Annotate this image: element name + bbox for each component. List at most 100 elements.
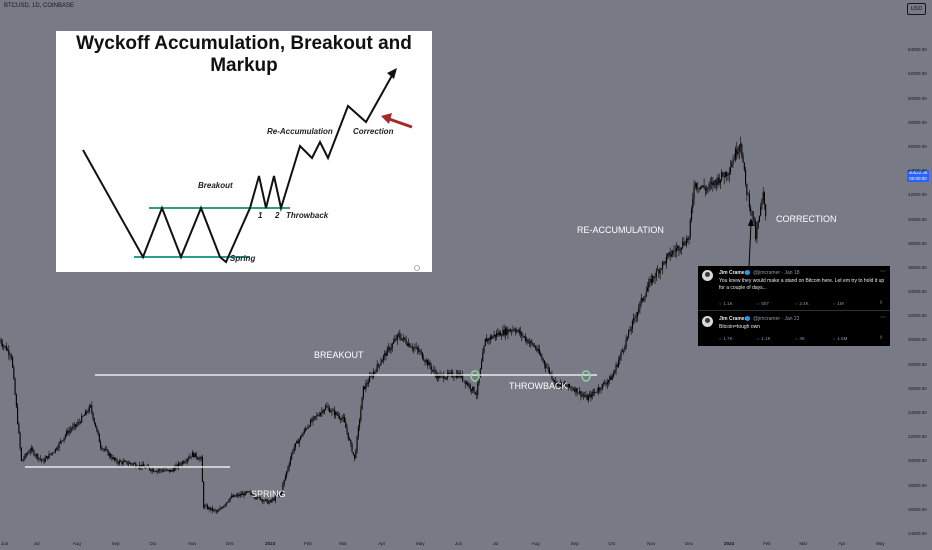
candle-body: [553, 380, 556, 383]
annotation-reaccumulation: RE-ACCUMULATION: [577, 225, 664, 235]
candle-body: [418, 349, 420, 352]
candle-body: [308, 426, 310, 427]
candle-body: [580, 391, 582, 397]
candle-body: [556, 381, 558, 386]
candle-body: [492, 336, 494, 339]
candle-body: [213, 509, 215, 511]
candle-body: [713, 180, 715, 186]
candle-body: [436, 375, 439, 378]
time-tick-label: Feb: [304, 541, 312, 546]
candle-body: [111, 457, 113, 460]
candle-body: [125, 461, 127, 462]
candle-body: [189, 456, 191, 459]
price-tick-label: 48000.00: [908, 119, 927, 125]
candle-body: [630, 328, 632, 332]
candle-body: [465, 382, 468, 384]
candle-body: [433, 369, 435, 371]
candle-body: [731, 164, 733, 168]
candle-body: [103, 449, 105, 450]
candle-body: [355, 451, 357, 459]
candle-body: [101, 447, 103, 450]
candle-body: [477, 383, 479, 395]
candle-body: [546, 367, 548, 369]
candle-body: [386, 348, 388, 356]
candle-body: [377, 364, 379, 365]
candle-body: [302, 433, 304, 437]
currency-button[interactable]: USD: [907, 3, 926, 15]
candle-body: [181, 461, 183, 465]
candle-body: [341, 418, 343, 420]
tweet-screenshot: Jim Cramer @jimcramer · Jan 18 ⋯ You kne…: [698, 266, 890, 346]
candle-body: [649, 279, 651, 283]
candle-body: [120, 460, 122, 462]
candle-body: [364, 386, 366, 390]
candle-body: [307, 426, 309, 429]
candle-body: [267, 499, 269, 504]
candle-body: [76, 424, 78, 427]
candle-body: [449, 372, 451, 375]
candle-body: [460, 374, 462, 378]
candle-body: [276, 496, 278, 497]
candle-body: [151, 469, 153, 472]
wyckoff-label-throwback: Throwback: [286, 211, 329, 220]
candle-body: [636, 312, 639, 317]
candle-body: [704, 188, 706, 191]
candle-body: [64, 435, 66, 438]
candle-body: [5, 345, 7, 351]
candle-body: [574, 389, 576, 392]
wyckoff-arrow-head: [387, 68, 397, 79]
price-tick-label: 18000.00: [908, 482, 927, 488]
price-tick-label: 32000.00: [908, 313, 927, 319]
candle-body: [457, 373, 459, 378]
candle-body: [464, 380, 466, 384]
view-count: 1.5M: [833, 336, 847, 341]
chart-drawings: [25, 218, 754, 468]
candle-body: [707, 187, 709, 190]
candle-body: [211, 507, 214, 511]
candle-body: [9, 354, 11, 356]
candle-body: [123, 461, 126, 462]
countdown-value: 00:00:00: [909, 176, 927, 181]
candle-body: [683, 241, 685, 245]
candle-body: [400, 337, 402, 341]
candle-body: [229, 497, 231, 501]
symbol-label[interactable]: BTCUSD, 1D, COINBASE: [4, 3, 75, 9]
candle-body: [50, 453, 53, 455]
tweet-handle: @jimcramer · Jan 18: [753, 270, 800, 276]
tweet-stats: 1.7K 1.1K 4K 1.5M ⇧: [719, 335, 887, 343]
candle-body: [423, 358, 425, 361]
candle-body: [480, 361, 483, 369]
candle-body: [602, 382, 605, 384]
price-tick-label: 14000.00: [908, 531, 927, 536]
candle-body: [566, 386, 568, 387]
candle-body: [682, 241, 684, 248]
candle-body: [595, 391, 597, 393]
candle-body: [508, 329, 510, 332]
price-tick-label: 26000.00: [908, 385, 927, 391]
candle-body: [323, 409, 325, 413]
candle-body: [653, 276, 655, 278]
time-tick-label: May: [876, 541, 885, 546]
candle-body: [87, 411, 89, 413]
candle-body: [532, 343, 534, 346]
candle-body: [721, 172, 723, 180]
candle-body: [345, 421, 347, 428]
candle-body: [747, 194, 749, 195]
candle-body: [45, 456, 48, 459]
candle-body: [328, 408, 330, 413]
candle-body: [15, 394, 17, 407]
candle-body: [404, 337, 406, 341]
tweet-divider: [698, 310, 890, 311]
candle-body: [662, 262, 664, 269]
price-tick-label: 38000.00: [908, 240, 927, 246]
more-icon: ⋯: [880, 269, 886, 275]
candle-body: [453, 376, 455, 378]
candle-body: [1, 343, 4, 347]
time-tick-label: Apr: [378, 541, 386, 546]
candle-body: [332, 410, 334, 411]
tweet-stats: 1.1K 507 2.4K 1M ⇧: [719, 300, 887, 308]
candle-body: [702, 185, 704, 187]
candle-body: [396, 334, 398, 340]
candle-body: [325, 406, 327, 410]
